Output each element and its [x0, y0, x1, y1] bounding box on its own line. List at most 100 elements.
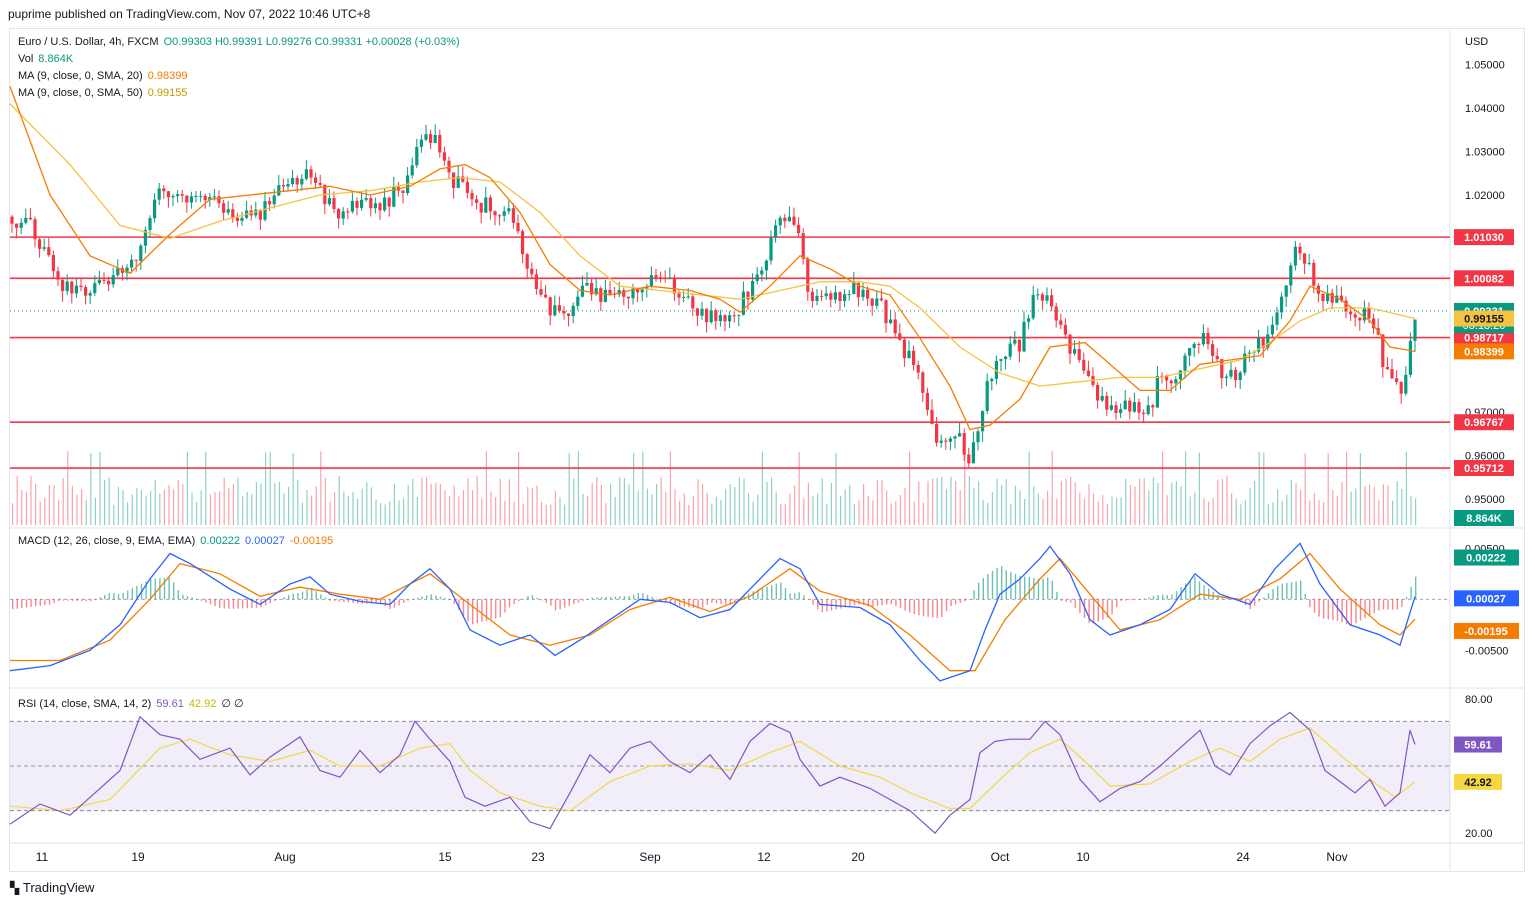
volume-bar: [1226, 475, 1228, 525]
candle-body: [1220, 359, 1224, 379]
volume-bar: [1088, 484, 1090, 525]
candle-body: [861, 289, 865, 298]
macd-hist-bar: [679, 599, 681, 606]
volume-bar: [117, 486, 119, 525]
candle-body: [1206, 333, 1210, 345]
macd-hist-bar: [1313, 599, 1316, 613]
macd-hist-bar: [430, 594, 432, 600]
candle-body: [28, 217, 32, 220]
volume-bar: [1125, 478, 1127, 525]
candle-body: [649, 275, 653, 287]
candle-body: [521, 231, 525, 255]
level-tag-3: [1454, 414, 1514, 431]
volume-bar: [1001, 484, 1003, 525]
macd-hist-bar: [950, 599, 952, 606]
volume-bar: [1070, 477, 1072, 525]
macd-hist-bar: [1405, 596, 1408, 600]
macd-hist-bar: [1093, 599, 1095, 624]
volume-bar: [807, 483, 809, 525]
candle-body: [1082, 359, 1086, 371]
macd-hist-bar: [610, 596, 612, 600]
candle-body: [1362, 308, 1366, 321]
volume-bar: [1300, 490, 1302, 525]
macd-hist-bar: [255, 599, 258, 608]
candle-body: [304, 169, 308, 179]
volume-bar: [1327, 452, 1329, 525]
candle-body: [419, 139, 423, 147]
volume-bar: [591, 483, 593, 525]
candle-body: [166, 191, 170, 198]
candle-body: [576, 296, 580, 306]
candle-body: [125, 267, 129, 273]
macd-hist-bar: [646, 595, 649, 600]
macd-hist-bar: [196, 599, 198, 600]
macd-hist-bar: [1217, 594, 1219, 600]
volume-bar: [1332, 490, 1334, 525]
macd-hist-bar: [1125, 599, 1127, 601]
candle-body: [185, 195, 189, 203]
macd-hist-bar: [886, 599, 888, 605]
candle-body: [723, 315, 727, 322]
volume-bar: [978, 481, 980, 525]
candle-body: [884, 300, 888, 324]
rsi-ma-value: 42.92: [188, 698, 217, 710]
macd-hist-bar: [1208, 588, 1210, 600]
volume-bar: [154, 480, 156, 525]
macd-hist-bar: [1033, 578, 1035, 600]
volume-bar: [1106, 503, 1108, 525]
candle-body: [562, 310, 566, 314]
volume-bar: [1148, 490, 1150, 525]
macd-hist-bar: [168, 577, 170, 600]
candle-body: [222, 203, 226, 213]
macd-hist-bar: [1309, 599, 1311, 608]
volume-bar: [651, 494, 653, 525]
macd-hist-bar: [274, 599, 276, 602]
volume-bar: [159, 493, 161, 525]
candle-body: [1280, 296, 1284, 313]
macd-hist-bar: [90, 599, 92, 602]
volume-bar: [1410, 495, 1412, 525]
candle-body: [829, 293, 833, 300]
volume-bar: [81, 489, 83, 525]
volume-bar: [136, 487, 138, 525]
volume-bar: [177, 480, 179, 525]
volume-bar: [283, 493, 285, 525]
macd-hist-bar: [936, 599, 938, 618]
volume-bar: [182, 484, 184, 525]
candle-body: [530, 268, 534, 275]
volume-bar: [706, 492, 708, 525]
volume-bar: [1240, 504, 1242, 525]
candle-body: [143, 229, 147, 246]
macd-hist-bar: [1336, 599, 1339, 621]
volume-bar: [1033, 486, 1035, 525]
macd-hist-bar: [964, 599, 966, 602]
candle-body: [447, 160, 451, 173]
volume-bar: [48, 485, 50, 525]
footer-brand: TradingView: [22, 880, 95, 895]
macd-hist-bar: [246, 599, 248, 609]
volume-bar: [375, 499, 377, 525]
macd-hist-bar: [734, 599, 736, 603]
level-tag-2: [1454, 329, 1514, 346]
macd-hist-bar: [48, 599, 51, 605]
candle-body: [1247, 352, 1251, 354]
macd-hist-bar: [789, 593, 791, 600]
candle-body: [194, 195, 198, 197]
candle-body: [465, 181, 469, 193]
volume-value: 8.864K: [38, 53, 74, 65]
volume-bar: [1378, 500, 1380, 525]
volume-bar: [904, 487, 906, 525]
ma50-label: MA (9, close, 0, SMA, 50): [18, 87, 143, 99]
candle-body: [88, 293, 92, 296]
macd-hist-bar: [485, 599, 488, 621]
macd-hist-bar: [1097, 599, 1099, 622]
volume-bar: [449, 495, 451, 525]
candle-body: [783, 217, 787, 222]
macd-hist-bar: [347, 599, 350, 603]
macd-hist-bar: [628, 596, 630, 600]
volume-bar: [1392, 500, 1394, 525]
candle-body: [585, 282, 589, 286]
candle-body: [645, 286, 649, 290]
candle-body: [493, 211, 497, 216]
